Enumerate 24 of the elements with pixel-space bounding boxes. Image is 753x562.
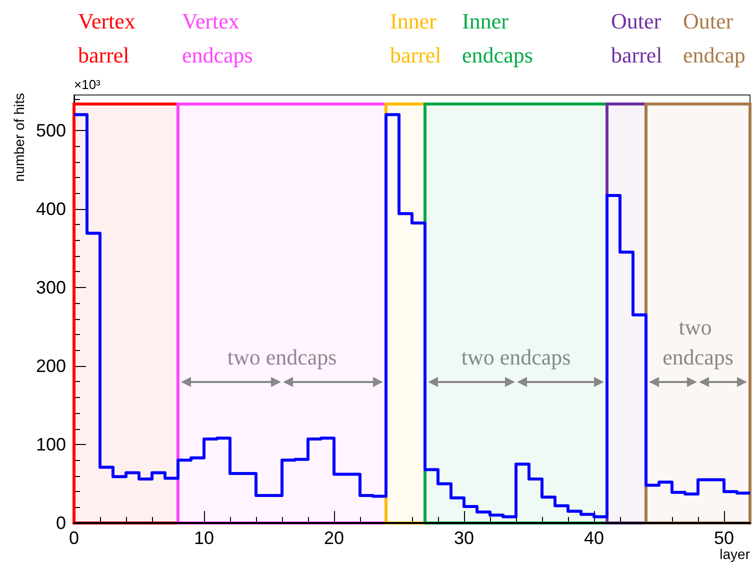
- band-label: Vertex endcaps: [182, 8, 253, 68]
- x-tick-label: 50: [714, 528, 734, 548]
- annotation: two endcaps: [461, 344, 571, 370]
- band-label: Inner barrel: [390, 8, 442, 68]
- band-label: Outer barrel: [611, 8, 662, 68]
- y-tick-label: 200: [36, 356, 66, 376]
- y-tick-label: 500: [36, 120, 66, 140]
- text: ×10³: [74, 77, 102, 92]
- x-tick-label: 20: [324, 528, 344, 548]
- x-tick-label: 40: [584, 528, 604, 548]
- band-label: Outer endcap: [683, 8, 746, 68]
- y-tick-label: 300: [36, 277, 66, 298]
- y-tick-label: 400: [36, 198, 66, 219]
- annotation: two endcaps: [227, 344, 337, 370]
- band-label: Inner endcaps: [462, 8, 533, 68]
- x-axis-title: layer: [720, 546, 750, 562]
- x-tick-label: 0: [68, 528, 80, 548]
- x-tick-label: 10: [194, 528, 214, 548]
- y-tick-label: 100: [36, 434, 66, 454]
- band-label: Vertex barrel: [78, 8, 136, 68]
- y-axis-title: number of hits: [11, 93, 27, 182]
- x-tick-label: 30: [454, 528, 474, 548]
- annotation: two endcaps: [662, 314, 734, 370]
- y-tick-label: 0: [56, 513, 66, 533]
